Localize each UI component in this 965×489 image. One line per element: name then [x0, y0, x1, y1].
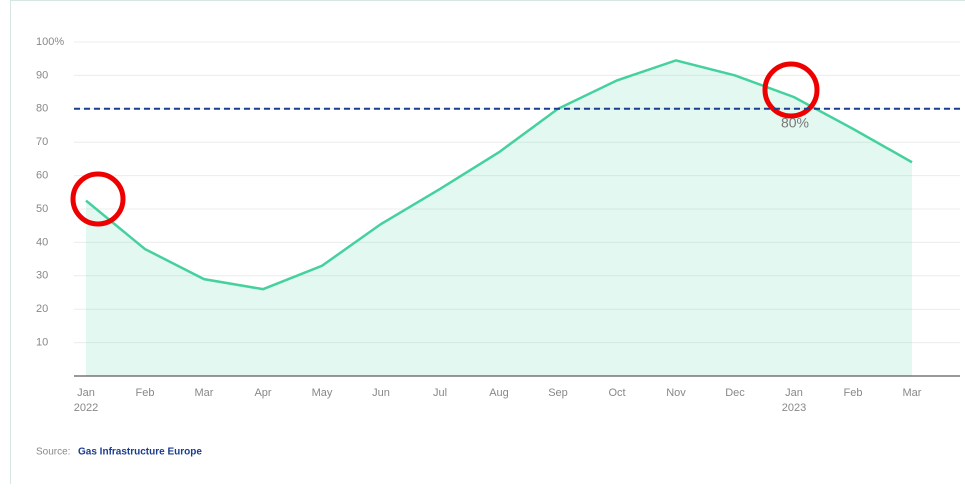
x-tick-label: May — [312, 387, 333, 399]
x-tick-label: Oct — [608, 387, 625, 399]
x-tick-year: 2022 — [74, 402, 98, 414]
x-tick-label: Jan — [77, 387, 95, 399]
reference-label: 80% — [781, 115, 809, 131]
x-tick-label: Apr — [254, 387, 271, 399]
x-tick-label: Jul — [433, 387, 447, 399]
source-name: Gas Infrastructure Europe — [78, 447, 202, 458]
y-tick-label: 60 — [36, 170, 48, 182]
plot — [86, 60, 912, 376]
x-tick-label: Feb — [844, 387, 863, 399]
x-tick-label: Jun — [372, 387, 390, 399]
y-tick-label: 70 — [36, 136, 48, 148]
y-tick-label: 100% — [36, 36, 64, 48]
x-tick-label: Jan — [785, 387, 803, 399]
area-fill — [86, 60, 912, 376]
x-tick-label: Aug — [489, 387, 509, 399]
x-tick-label: Feb — [136, 387, 155, 399]
x-tick-label: Sep — [548, 387, 568, 399]
y-tick-label: 40 — [36, 236, 48, 248]
y-tick-label: 20 — [36, 303, 48, 315]
y-tick-label: 50 — [36, 203, 48, 215]
x-tick-year: 2023 — [782, 402, 806, 414]
y-tick-label: 90 — [36, 69, 48, 81]
x-tick-label: Mar — [903, 387, 922, 399]
y-tick-label: 80 — [36, 103, 48, 115]
x-tick-label: Nov — [666, 387, 686, 399]
y-tick-label: 30 — [36, 270, 48, 282]
y-tick-label: 10 — [36, 337, 48, 349]
x-tick-label: Mar — [195, 387, 214, 399]
x-tick-label: Dec — [725, 387, 745, 399]
source-prefix: Source: — [36, 447, 70, 458]
